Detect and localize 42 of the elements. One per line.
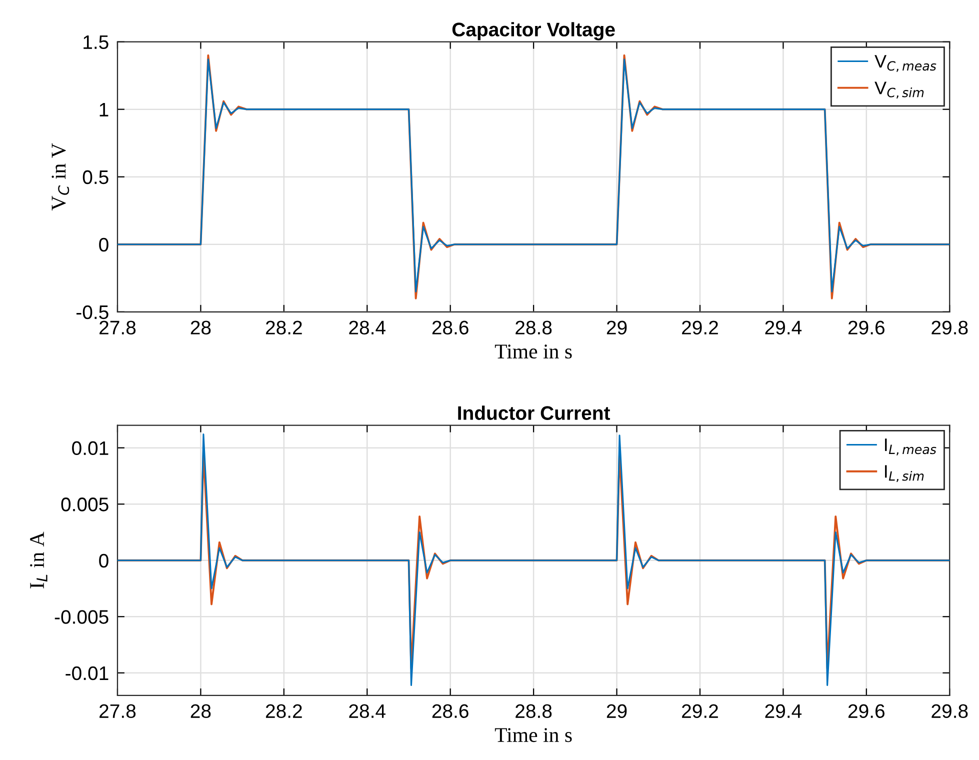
y-tick-label: -0.01 — [66, 666, 108, 680]
x-axis-title: Time in s — [494, 344, 572, 359]
x-tick-label: 28.4 — [349, 704, 386, 718]
y-tick-label: 0 — [99, 238, 108, 252]
x-tick-label: 28.8 — [516, 320, 552, 334]
x-tick-label: 27.8 — [100, 320, 136, 334]
x-tick-label: 28 — [190, 704, 211, 718]
x-tick-label: 28 — [190, 320, 211, 334]
y-tick-label: 0.5 — [82, 170, 108, 184]
y-tick-label: 0.005 — [61, 498, 108, 512]
y-tick-label: -0.005 — [54, 610, 108, 624]
y-axis-title: V$_{C}$ in V — [52, 143, 70, 210]
x-tick-label: 29.4 — [765, 320, 802, 334]
x-axis-title: Time in s — [494, 728, 572, 742]
legend-label: V$_{C,meas}$ — [874, 55, 936, 72]
x-tick-label: 29.6 — [848, 704, 884, 718]
legend-label: I$_{L,meas}$ — [885, 438, 936, 456]
x-tick-label: 28.4 — [349, 320, 386, 334]
legend-label: V$_{C,sim}$ — [874, 82, 924, 99]
x-tick-label: 28.6 — [432, 704, 468, 718]
x-tick-label: 29.4 — [765, 704, 802, 718]
x-tick-label: 28.6 — [432, 320, 468, 334]
chart-title: Inductor Current — [458, 406, 610, 420]
x-tick-label: 29.8 — [932, 704, 968, 718]
x-tick-label: 28.2 — [266, 320, 302, 334]
x-tick-label: 29.2 — [682, 320, 718, 334]
chart-title: Capacitor Voltage — [452, 22, 615, 40]
y-tick-label: 0.01 — [72, 441, 108, 456]
y-tick-label: 0 — [99, 554, 108, 568]
y-tick-label: -0.5 — [76, 305, 108, 320]
x-tick-label: 27.8 — [100, 704, 136, 718]
x-tick-label: 29.2 — [682, 704, 718, 718]
legend-label: I$_{L,sim}$ — [885, 465, 924, 482]
x-tick-label: 29 — [606, 320, 627, 334]
y-tick-label: 1 — [100, 102, 108, 116]
x-tick-label: 29.6 — [848, 320, 884, 334]
x-tick-label: 29 — [606, 704, 627, 718]
y-axis-title: I$_{L}$ in A — [30, 532, 48, 588]
x-tick-label: 29.8 — [932, 320, 968, 334]
x-tick-label: 28.8 — [516, 704, 552, 718]
x-tick-label: 28.2 — [266, 704, 302, 718]
y-tick-label: 1.5 — [84, 35, 108, 50]
